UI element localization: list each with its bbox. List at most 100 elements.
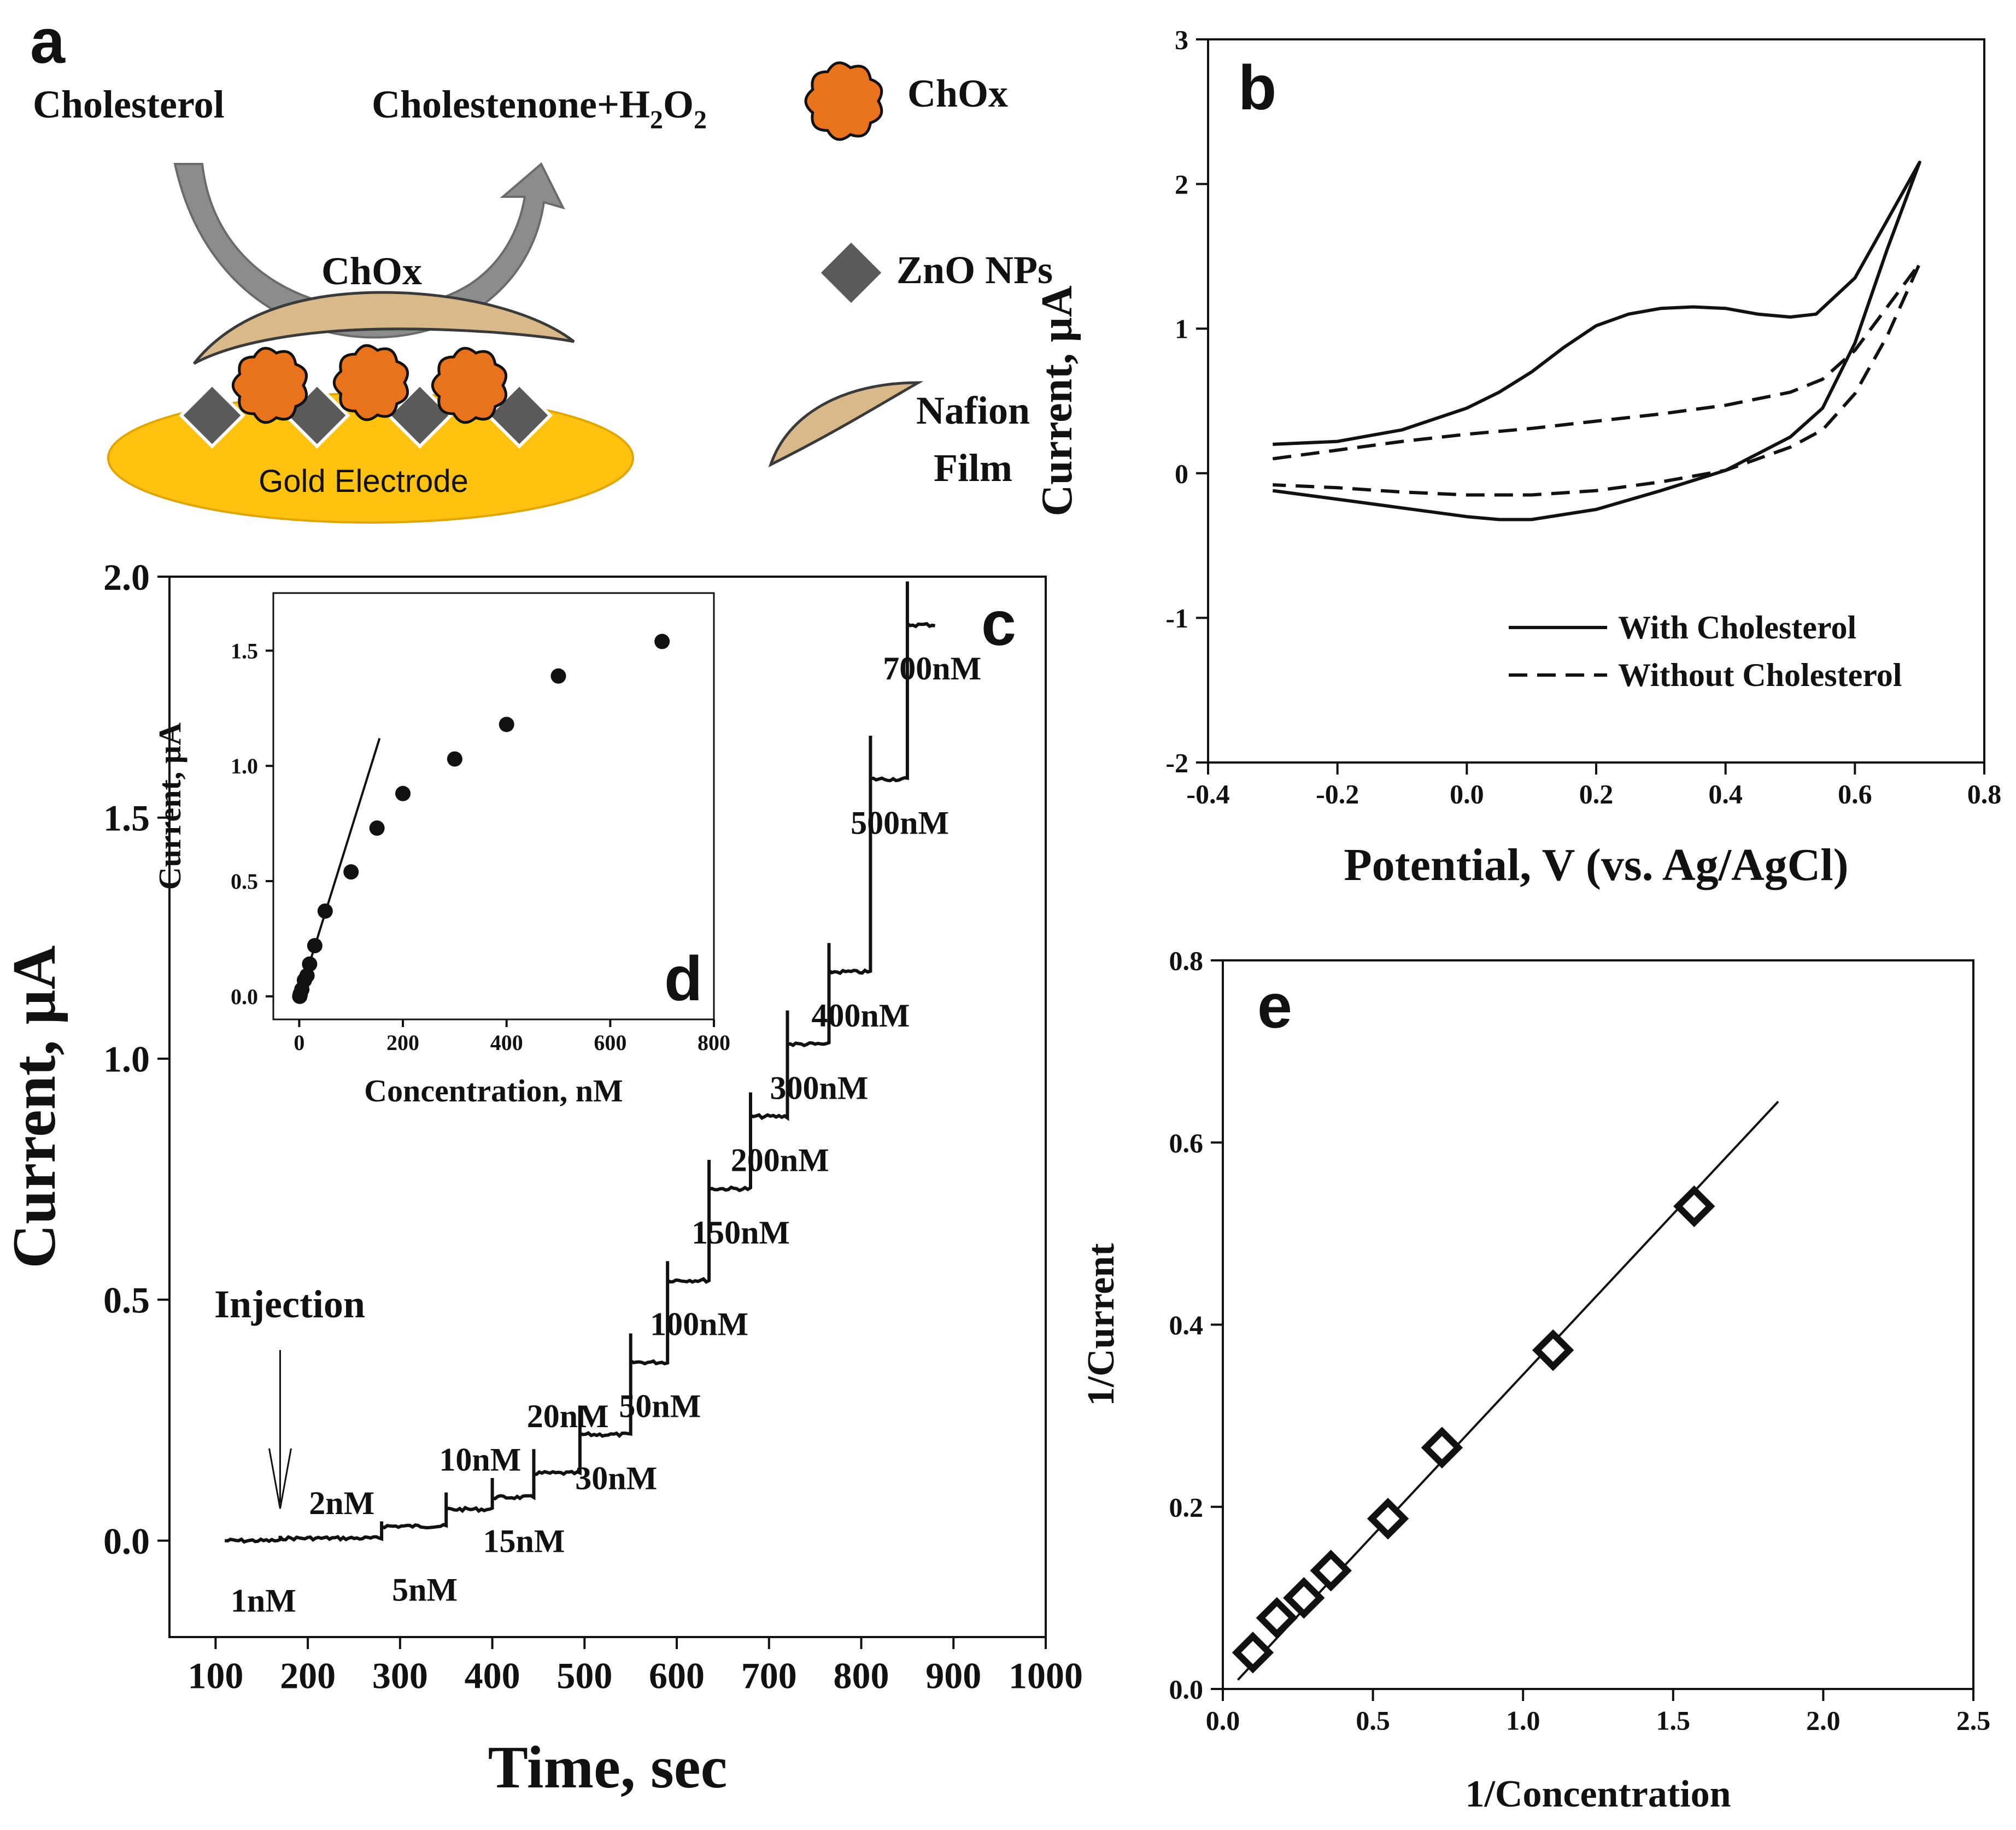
x-tick-label: 800 (834, 1655, 889, 1696)
y-tick-label: 0.5 (103, 1280, 150, 1321)
y-tick-label: 3 (1175, 25, 1188, 55)
x-tick-label: 1.5 (1656, 1705, 1691, 1736)
legend-chox-label: ChOx (907, 72, 1008, 115)
data-point (307, 938, 323, 954)
y-tick-label: -1 (1165, 603, 1188, 634)
data-point (302, 956, 318, 972)
x-tick-label: 800 (698, 1030, 730, 1055)
panel-b-letter: b (1238, 53, 1276, 123)
chox-blob-icon (804, 61, 883, 141)
panel-d-letter: d (664, 944, 702, 1014)
step-label: 1nM (231, 1583, 296, 1619)
step-label: 2nM (309, 1485, 374, 1521)
step-label: 150nM (691, 1215, 790, 1251)
y-tick-label: 0.0 (103, 1520, 150, 1562)
x-tick-label: 400 (490, 1030, 523, 1055)
x-tick-label: 0 (294, 1030, 304, 1055)
y-tick-label: 1.5 (231, 638, 258, 663)
step-label: 100nM (650, 1306, 748, 1342)
x-tick-label: 200 (280, 1655, 336, 1696)
data-point (550, 668, 566, 684)
x-tick-label: -0.4 (1186, 779, 1229, 810)
panel-a-schematic: a Cholesterol Cholestenone+H2O2 ChOx Gol… (30, 7, 1053, 524)
step-label: 50nM (619, 1388, 701, 1424)
chart-d-calibration-inset: 0 200 400 600 800 0.0 0.5 1.0 1.5 Concentration, … (152, 592, 730, 1108)
electrode-label: Gold Electrode (259, 464, 468, 499)
y-tick-label: 0.0 (231, 984, 258, 1009)
reactant-label: Cholesterol (33, 83, 225, 126)
product-label: Cholestenone+H2O2 (372, 83, 707, 134)
current-trace (224, 581, 936, 1544)
panel-a-letter: a (30, 7, 66, 77)
step-label: 5nM (392, 1572, 458, 1608)
x-axis-label: 1/Concentration (1465, 1773, 1731, 1815)
x-axis-label: Time, sec (488, 1734, 728, 1800)
chart-c-amperometric-response: 100 200 300 400 500 600 700 800 900 1000 0.0 0.5 1.0… (1, 556, 1083, 1800)
product-mid: O (663, 83, 694, 126)
data-point (1310, 1550, 1352, 1592)
chart-b-cyclic-voltammetry: -0.4 -0.2 0.0 0.2 0.4 0.6 0.8 -2 -1 0 1 2 3 Potential… (1033, 25, 2001, 891)
legend-label: Without Cholesterol (1618, 657, 1902, 693)
x-tick-label: 2.5 (1956, 1705, 1991, 1736)
x-tick-label: 1.0 (1506, 1705, 1540, 1736)
data-point (1256, 1597, 1298, 1639)
legend-nafion-line2: Film (934, 446, 1012, 490)
x-tick-label: 0.2 (1579, 779, 1614, 810)
x-tick-label: 600 (594, 1030, 626, 1055)
step-label: 10nM (439, 1441, 521, 1477)
x-axis-label: Concentration, nM (364, 1073, 623, 1108)
step-label: 30nM (575, 1461, 657, 1497)
y-tick-label: 1.0 (103, 1039, 150, 1080)
y-tick-label: 0.6 (1169, 1128, 1204, 1158)
cv-curve-with-cholesterol (1272, 160, 1921, 521)
x-tick-label: 300 (372, 1655, 428, 1696)
product-sub1: 2 (650, 105, 663, 134)
panel-e-letter: e (1257, 971, 1292, 1041)
y-tick-label: 1.0 (231, 754, 258, 778)
y-tick-label: 0.5 (231, 869, 258, 894)
legend-label: With Cholesterol (1618, 609, 1856, 646)
step-label: 500nM (851, 805, 949, 841)
x-tick-label: 0.6 (1838, 779, 1872, 810)
x-tick-label: 0.0 (1206, 1705, 1240, 1736)
y-tick-label: 0.8 (1169, 946, 1204, 976)
step-label: 15nM (483, 1523, 565, 1559)
x-tick-label: 100 (187, 1655, 243, 1696)
schematic-legend: ChOx ZnO NPs Nafion Film (768, 61, 1053, 490)
chox-enzyme (231, 347, 308, 424)
y-tick-label: 2 (1175, 169, 1188, 200)
x-axis-label: Potential, V (vs. Ag/AgCl) (1344, 840, 1848, 890)
chox-enzyme (332, 344, 409, 421)
step-label: 20nM (527, 1398, 609, 1434)
x-tick-label: 600 (649, 1655, 705, 1696)
nafion-film (193, 291, 575, 365)
step-label: 300nM (770, 1070, 869, 1106)
y-axis-label: Current, µA (152, 723, 187, 890)
x-tick-label: 500 (556, 1655, 612, 1696)
cv-curve-without-cholesterol (1272, 262, 1921, 497)
chox-blob-shape (804, 61, 883, 141)
y-tick-label: 2.0 (103, 556, 150, 598)
x-tick-label: 400 (465, 1655, 520, 1696)
data-point (299, 967, 315, 983)
plot-frame (1207, 38, 1985, 764)
plot-frame (272, 592, 715, 1020)
data-point (317, 903, 333, 919)
data-point (1367, 1498, 1409, 1540)
y-axis-label: Current, µA (1, 945, 68, 1268)
x-tick-label: 0.4 (1708, 779, 1743, 810)
nafion-crescent-icon (768, 381, 924, 467)
step-label: 200nM (731, 1142, 829, 1178)
step-label: 700nM (883, 650, 981, 687)
x-tick-label: 0.8 (1967, 779, 2002, 810)
y-tick-label: 1 (1175, 314, 1188, 344)
injection-arrow-icon (268, 1350, 292, 1509)
y-axis-label: Current, µA (1033, 285, 1081, 517)
y-tick-label: -2 (1165, 748, 1188, 778)
data-point (1421, 1427, 1463, 1469)
data-point (499, 717, 514, 732)
x-tick-label: 700 (741, 1655, 797, 1696)
x-tick-label: -0.2 (1316, 779, 1359, 810)
